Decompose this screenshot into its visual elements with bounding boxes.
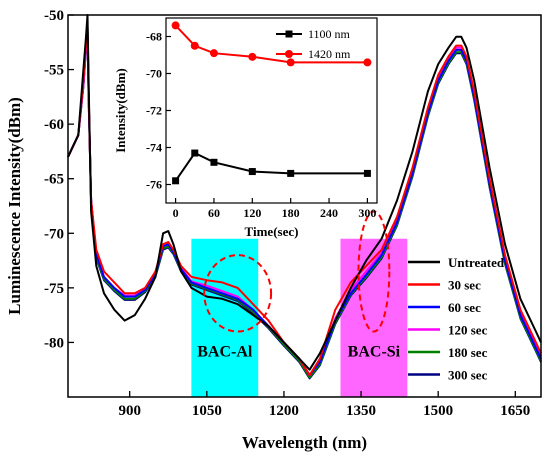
y-tick-label-55: -55	[44, 63, 64, 79]
inset-point-1100-nm-0	[172, 177, 180, 185]
inset-legend: 1100 nm 1420 nm	[276, 27, 351, 61]
inset-point-1420-nm-120	[248, 52, 257, 61]
inset-legend-marker-1100-nm	[285, 30, 293, 38]
series-line-60-sec	[67, 24, 542, 377]
legend-label-300-sec: 300 sec	[448, 368, 488, 383]
inset-point-1100-nm-30	[191, 149, 199, 157]
inset-y-tick-label-74: -74	[146, 141, 162, 155]
legend-label-180-sec: 180 sec	[448, 345, 488, 360]
y-tick-label-70: -70	[44, 226, 64, 242]
inset-line-1100-nm	[174, 151, 368, 182]
ellipse-layer	[203, 210, 391, 333]
inset-point-1420-nm-180	[286, 58, 295, 67]
legend-label-120-sec: 120 sec	[448, 323, 488, 338]
inset-point-1100-nm-300	[363, 169, 371, 177]
inset-y-axis-label: Intensity(dBm)	[113, 68, 128, 153]
main-y-axis-label: Luminescence Intensity(dBm)	[5, 97, 24, 315]
inset-y-tick-label-72: -72	[146, 104, 162, 118]
y-tick-label-65: -65	[44, 172, 64, 188]
inset-x-tick-label-240: 240	[320, 206, 338, 220]
band-label-layer: BAC-Al BAC-Si	[197, 344, 400, 361]
inset-point-1100-nm-60	[210, 158, 218, 166]
main-plot-frame	[67, 14, 542, 398]
main-x-axis-label: Wavelength (nm)	[242, 433, 367, 452]
main-axes-layer: 900 1050 1200 1350 1500 1650-50-55-60-65-70-7…	[44, 8, 530, 419]
inset-line-1420-nm	[174, 24, 368, 64]
x-tick-label-1350: 1350	[346, 403, 376, 419]
legend-label-60-sec: 60 sec	[448, 300, 481, 315]
inset-point-1420-nm-60	[209, 49, 218, 58]
inset-chart: 0 60 120 180 240 300 -68 -70 -72 -74 -76 1100 nm 14…	[113, 17, 378, 239]
inset-point-1420-nm-0	[171, 21, 180, 30]
main-series-layer	[67, 14, 542, 380]
inset-legend-marker-1420-nm	[285, 50, 293, 58]
inset-y-tick-label-70: -70	[146, 67, 162, 81]
x-tick-label-1200: 1200	[269, 403, 299, 419]
legend-label-30-sec: 30 sec	[448, 278, 481, 293]
inset-x-tick-label-120: 120	[243, 206, 261, 220]
inset-x-tick-label-60: 60	[208, 206, 220, 220]
x-tick-label-1650: 1650	[500, 403, 530, 419]
series-line-30-sec	[67, 24, 542, 377]
x-tick-label-1050: 1050	[192, 403, 222, 419]
inset-x-tick-label-300: 300	[358, 206, 376, 220]
inset-point-1100-nm-120	[248, 168, 256, 176]
highlight-ellipse-1	[203, 254, 273, 333]
inset-x-tick-label-180: 180	[282, 206, 300, 220]
inset-axes-layer: 0 60 120 180 240 300 -68 -70 -72 -74 -76	[146, 30, 376, 221]
inset-point-1100-nm-180	[287, 169, 295, 177]
legend-label-untreated: Untreated	[448, 255, 505, 270]
band-label-bac-si: BAC-Si	[348, 344, 401, 361]
main-legend: Untreated 30 sec 60 sec 120 sec 180 sec 300 s…	[408, 255, 505, 383]
inset-x-tick-label-0: 0	[173, 206, 179, 220]
y-tick-label-50: -50	[44, 8, 64, 24]
highlight-ellipse-2	[357, 210, 391, 333]
y-tick-label-80: -80	[44, 335, 64, 351]
inset-y-tick-label-68: -68	[146, 30, 162, 44]
inset-legend-label-1100-nm: 1100 nm	[308, 27, 351, 41]
inset-point-1420-nm-30	[190, 41, 199, 50]
x-tick-label-900: 900	[118, 403, 141, 419]
inset-y-tick-label-76: -76	[146, 178, 162, 192]
inset-point-1420-nm-300	[363, 58, 372, 67]
band-bac-al	[191, 238, 259, 397]
y-tick-label-60: -60	[44, 117, 64, 133]
inset-series-layer	[171, 21, 372, 185]
band-label-bac-al: BAC-Al	[197, 344, 253, 361]
series-line-untreated	[67, 14, 542, 371]
x-tick-label-1500: 1500	[423, 403, 453, 419]
y-tick-label-75: -75	[44, 281, 64, 297]
inset-x-axis-label: Time(sec)	[245, 224, 299, 239]
inset-legend-label-1420-nm: 1420 nm	[308, 47, 351, 61]
